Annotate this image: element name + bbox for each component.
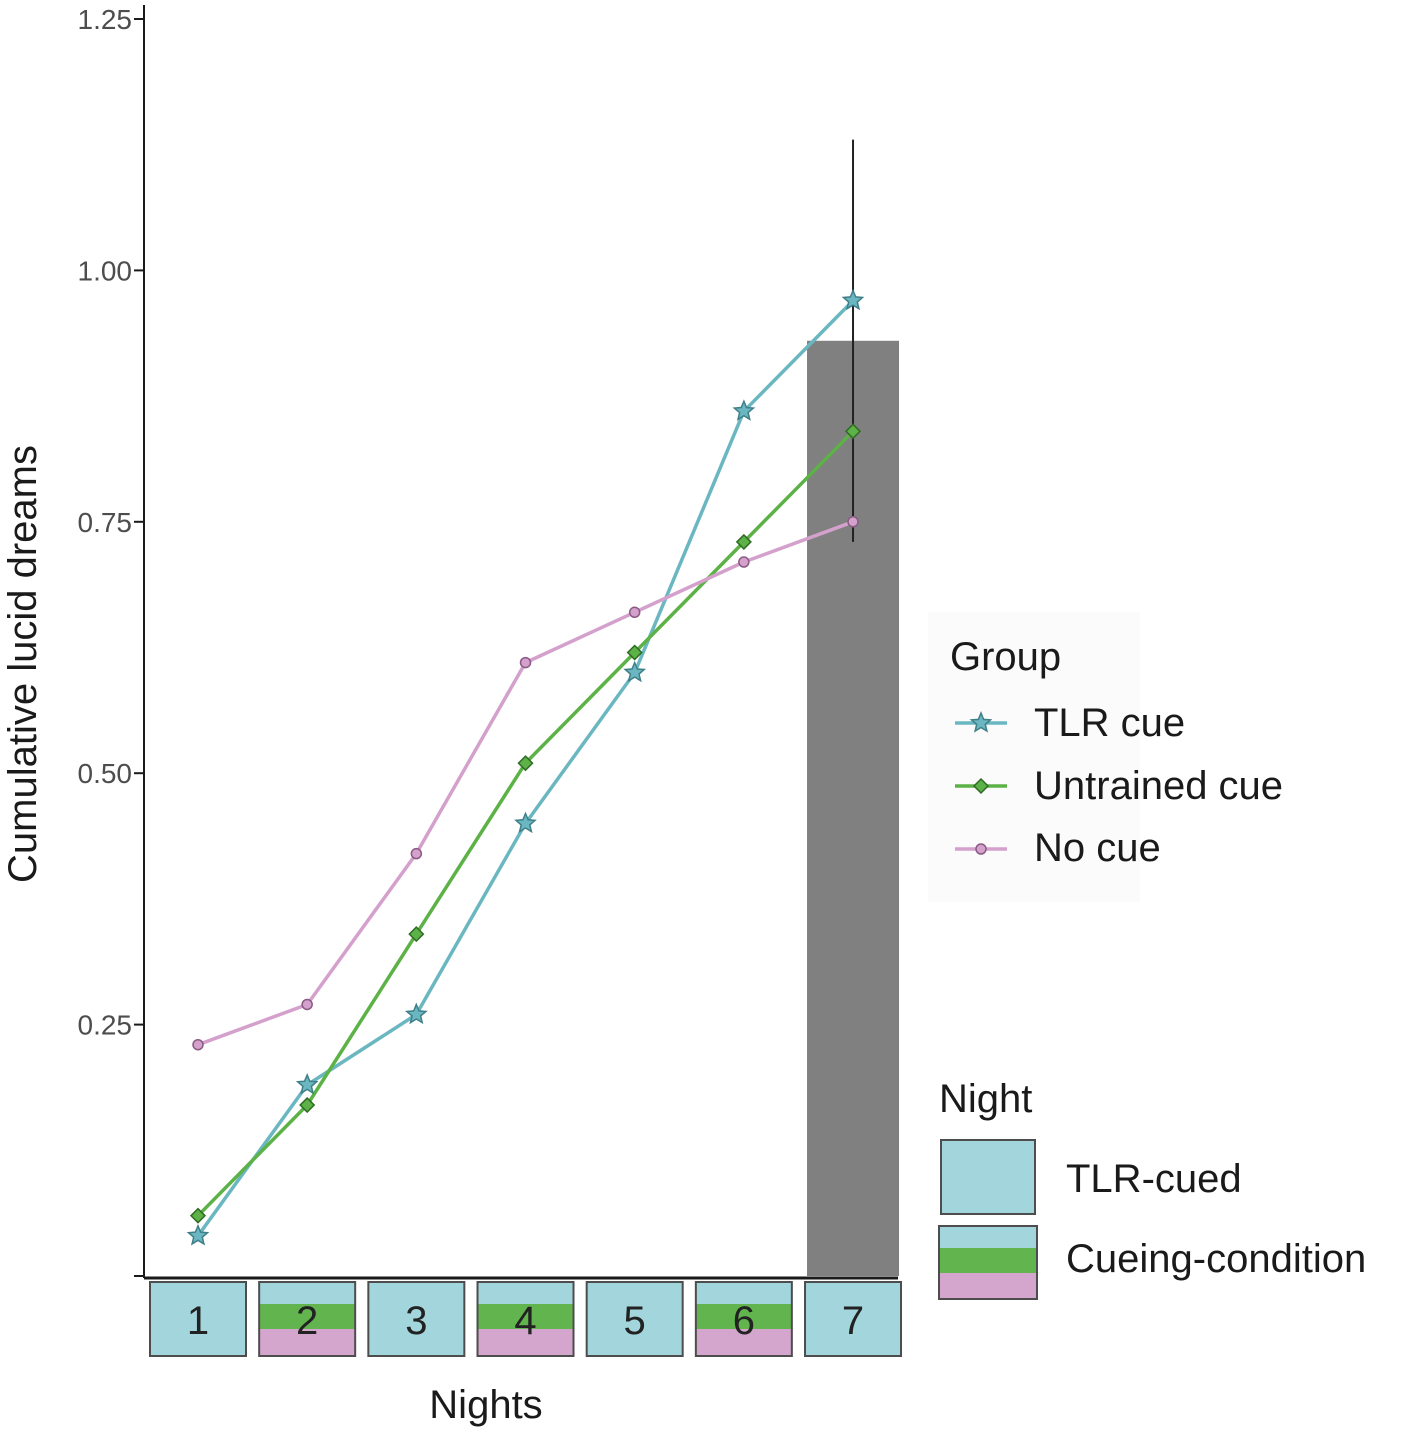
- night-box-fill: [805, 1282, 902, 1356]
- night-number: 7: [842, 1299, 864, 1343]
- data-point-untrained-cue: [844, 423, 862, 440]
- data-point-untrained-cue: [626, 644, 643, 661]
- data-point-no-cue: [410, 847, 423, 860]
- legend-key-cueing-condition: [938, 1225, 1038, 1300]
- y-axis-title: Cumulative lucid dreams: [1, 445, 45, 883]
- data-point-untrained-cue: [735, 533, 752, 550]
- night-box-fill: [586, 1282, 683, 1356]
- legend-group: Group TLR cue Untrained cue No cue: [928, 612, 1283, 902]
- y-tick-label: 0.50: [78, 758, 133, 789]
- night-box-border: [694, 1281, 793, 1357]
- night-box-5: 5: [585, 1281, 684, 1357]
- night-box-pink-band: [477, 1329, 574, 1356]
- night-box-pink-band: [259, 1329, 356, 1356]
- legend-label-cueing-condition: Cueing-condition: [1066, 1237, 1366, 1281]
- legend-key-marker-tlr-cue: [969, 711, 993, 733]
- y-ticks: 0.25 0.50 0.75 1.00 1.25: [78, 4, 144, 1041]
- legend-group-title: Group: [950, 635, 1061, 679]
- legend-label-tlr-cued: TLR-cued: [1066, 1157, 1242, 1201]
- data-point-untrained-cue: [408, 926, 425, 943]
- night-number: 4: [514, 1299, 536, 1343]
- legend-group-background: [928, 612, 1140, 902]
- night-box-4: 4: [476, 1281, 575, 1357]
- data-point-tlr-cue: [295, 1072, 319, 1095]
- data-point-no-cue: [519, 656, 532, 669]
- night-number: 1: [187, 1299, 209, 1343]
- night-box-2: 2: [258, 1281, 357, 1357]
- data-point-tlr-cue: [514, 811, 537, 834]
- data-point-no-cue: [738, 556, 750, 568]
- data-point-tlr-cue: [623, 660, 647, 683]
- night-box-1: 1: [149, 1281, 247, 1357]
- y-tick-label: 1.00: [78, 255, 133, 286]
- legend-key-marker-no-cue: [975, 843, 987, 855]
- night-number: 3: [405, 1299, 427, 1343]
- data-point-tlr-cue: [841, 288, 865, 311]
- night-box-border: [476, 1281, 575, 1357]
- night-box-border: [149, 1281, 247, 1357]
- legend-key-tlr-cued: [940, 1139, 1036, 1215]
- legend-label-tlr-cue: TLR cue: [1034, 701, 1185, 745]
- night-box-border: [258, 1281, 357, 1357]
- data-point-untrained-cue: [517, 755, 534, 772]
- night-box-3: 3: [367, 1281, 466, 1357]
- night-box-border: [367, 1281, 466, 1357]
- series-line-no-cue: [197, 520, 854, 1047]
- night-box-pink-band: [695, 1329, 792, 1356]
- night-number: 2: [296, 1299, 318, 1343]
- night-box-tlr-band: [259, 1282, 356, 1304]
- night-box-7: 7: [804, 1281, 903, 1357]
- night-box-green-band: [259, 1304, 356, 1329]
- legend-label-no-cue: No cue: [1034, 826, 1161, 870]
- y-tick-label: 0.25: [78, 1010, 133, 1041]
- legend-night-title: Night: [939, 1077, 1032, 1121]
- axes: [134, 5, 898, 1280]
- data-point-untrained-cue: [299, 1096, 316, 1114]
- legend-label-untrained-cue: Untrained cue: [1034, 764, 1283, 808]
- night-number: 6: [733, 1299, 755, 1343]
- night-box-fill: [368, 1282, 465, 1356]
- legend-key-marker-untrained-cue: [972, 777, 990, 795]
- night-box-6: 6: [694, 1281, 793, 1357]
- y-tick-label: 1.25: [78, 4, 133, 35]
- night-box-fill: [150, 1282, 246, 1356]
- data-point-untrained-cue: [189, 1207, 207, 1224]
- data-point-tlr-cue: [186, 1223, 210, 1246]
- data-point-no-cue: [301, 998, 313, 1011]
- night-strip: 1 2 3 4 5 6 7: [149, 1281, 903, 1357]
- data-point-tlr-cue: [404, 1002, 428, 1025]
- night-box-green-band: [695, 1304, 792, 1329]
- series-markers-layer: [186, 288, 865, 1246]
- night-box-tlr-band: [695, 1282, 792, 1304]
- legend-night: Night TLR-cued Cueing-condition: [938, 1077, 1366, 1300]
- data-point-no-cue: [847, 516, 859, 528]
- x-axis-title: Nights: [429, 1383, 542, 1427]
- legend-group-keys: [955, 711, 1007, 855]
- y-tick-label: 0.75: [78, 507, 133, 538]
- data-point-no-cue: [192, 1038, 204, 1051]
- night-box-green-band: [477, 1304, 574, 1329]
- night-box-tlr-band: [477, 1282, 574, 1304]
- night-number: 5: [624, 1299, 646, 1343]
- data-point-no-cue: [628, 606, 641, 619]
- night-box-border: [804, 1281, 903, 1357]
- data-point-tlr-cue: [732, 399, 756, 421]
- night-box-border: [585, 1281, 684, 1357]
